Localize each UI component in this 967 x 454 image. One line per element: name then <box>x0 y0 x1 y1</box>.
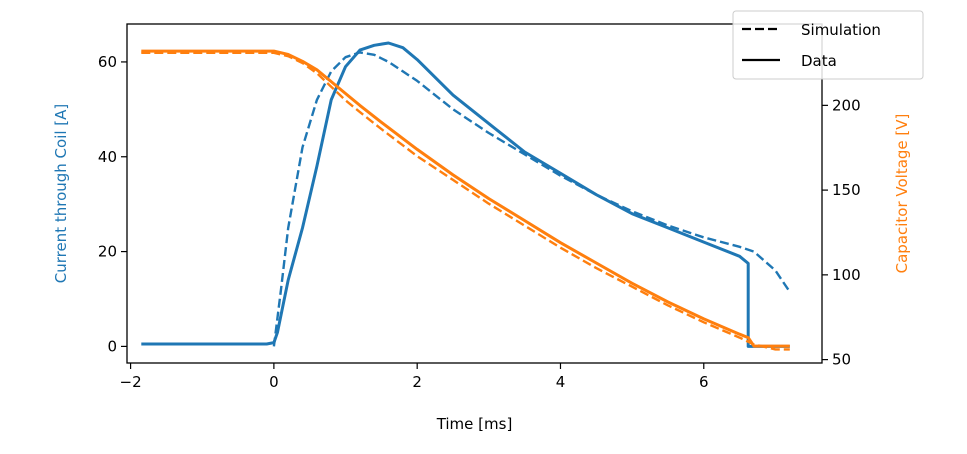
x-axis: −2 0 2 4 6 <box>120 363 709 391</box>
plot-lines <box>141 41 791 351</box>
y-left-tick-label: 20 <box>98 243 117 261</box>
plot-frame <box>126 23 823 364</box>
x-axis-label: Time [ms] <box>436 415 513 433</box>
x-tick-label: 4 <box>556 373 566 391</box>
y-right-tick-label: 100 <box>832 266 861 284</box>
legend-label-data: Data <box>801 52 837 70</box>
y-axis-left: 0 20 40 60 <box>98 53 127 355</box>
x-tick-label: 0 <box>269 373 279 391</box>
y-right-tick-label: 50 <box>832 351 851 369</box>
current-data-line <box>141 41 790 348</box>
legend-label-simulation: Simulation <box>801 21 881 39</box>
y-axis-left-label: Current through Coil [A] <box>52 104 70 284</box>
current-simulation-line <box>272 51 791 347</box>
y-axis-right: 50 100 150 200 <box>822 96 861 369</box>
y-right-tick-label: 150 <box>832 181 861 199</box>
legend-box <box>732 10 924 80</box>
y-left-tick-label: 0 <box>107 337 117 355</box>
x-tick-label: −2 <box>120 373 142 391</box>
y-left-tick-label: 40 <box>98 148 117 166</box>
y-right-tick-label: 200 <box>832 96 861 114</box>
x-tick-label: 6 <box>699 373 709 391</box>
y-left-tick-label: 60 <box>98 53 117 71</box>
voltage-simulation-line <box>141 51 790 351</box>
y-axis-right-label: Capacitor Voltage [V] <box>893 114 911 274</box>
legend: Simulation Data <box>732 10 924 80</box>
voltage-data-line <box>141 49 790 348</box>
x-tick-label: 2 <box>412 373 422 391</box>
